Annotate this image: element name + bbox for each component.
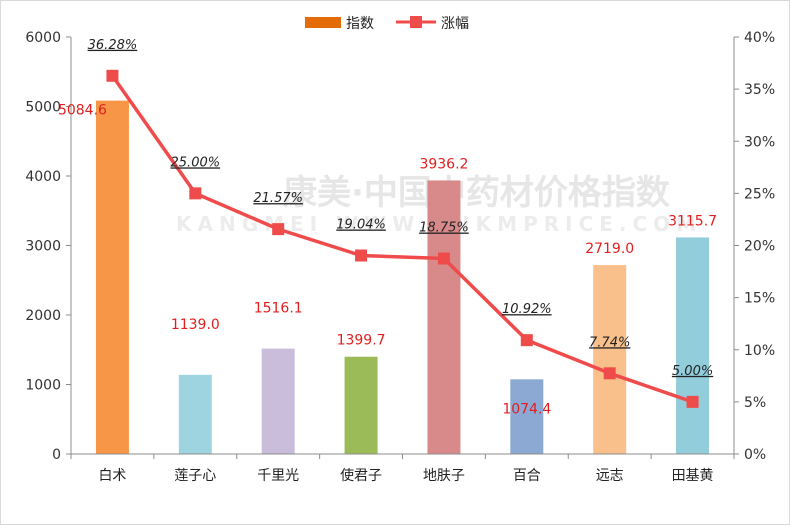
legend: 指数 涨幅 xyxy=(305,16,469,32)
left-tick-label: 1000 xyxy=(25,378,61,394)
right-tick-label: 15% xyxy=(744,291,775,307)
line-value-label: 5.00% xyxy=(672,364,713,379)
left-tick-label: 3000 xyxy=(25,239,61,255)
line-value-label: 7.74% xyxy=(589,335,630,350)
x-tick-label: 远志 xyxy=(596,468,624,484)
right-tick-label: 30% xyxy=(744,134,775,150)
labels: 5084.6 1139.0 1516.1 1399.7 3936.2 1074.4 2719… xyxy=(58,38,717,418)
left-tick-label: 4000 xyxy=(25,169,61,185)
legend-swatch-zhishu xyxy=(305,17,341,28)
bar-2 xyxy=(178,374,212,454)
line-point-4 xyxy=(355,249,368,262)
bar-8 xyxy=(676,237,710,454)
bar-value-label: 1399.7 xyxy=(337,333,386,349)
line-point-7 xyxy=(603,367,616,380)
line-series-zhangfu xyxy=(111,74,694,404)
x-tick-label: 莲子心 xyxy=(174,468,216,484)
line-point-5 xyxy=(437,252,450,265)
left-tick-label: 6000 xyxy=(25,30,61,46)
right-tick-label: 0% xyxy=(744,447,766,463)
line-value-label: 25.00% xyxy=(171,155,221,170)
line-point-3 xyxy=(272,223,285,236)
right-tick-label: 35% xyxy=(744,82,775,98)
line-point-2 xyxy=(189,187,202,200)
plot-bars xyxy=(95,100,710,455)
x-tick-label: 田基黄 xyxy=(672,467,714,484)
bar-3 xyxy=(261,348,295,454)
bar-value-label: 3936.2 xyxy=(419,156,468,172)
bar-value-label: 3115.7 xyxy=(668,213,717,229)
bar-5 xyxy=(427,180,461,455)
line-value-label: 36.28% xyxy=(88,38,138,53)
bar-6 xyxy=(510,379,544,454)
x-tick-label: 地肤子 xyxy=(423,468,465,484)
legend-marker-zhangfu xyxy=(410,16,422,28)
right-tick-label: 25% xyxy=(744,186,775,202)
left-tick-label: 2000 xyxy=(25,308,61,324)
bar-value-label: 5084.6 xyxy=(58,103,107,119)
bar-value-label: 1139.0 xyxy=(171,317,220,333)
line-point-8 xyxy=(686,395,699,408)
plot-line xyxy=(106,69,699,408)
legend-label-zhangfu: 涨幅 xyxy=(441,16,469,32)
line-value-label: 21.57% xyxy=(253,191,303,206)
right-tick-label: 10% xyxy=(744,343,775,359)
right-tick-label: 5% xyxy=(744,395,766,411)
x-tick-label: 百合 xyxy=(513,468,541,484)
x-tick-label: 白术 xyxy=(98,468,126,484)
line-point-6 xyxy=(520,334,533,347)
x-tick-label: 千里光 xyxy=(257,468,299,484)
watermark-line1: 康美·中国中药材价格指数 xyxy=(283,173,670,213)
bar-1 xyxy=(95,100,129,454)
x-tick-label: 使君子 xyxy=(340,467,382,484)
bar-value-label: 1516.1 xyxy=(254,301,303,317)
bar-7 xyxy=(593,265,627,454)
bar-value-label: 1074.4 xyxy=(502,401,551,417)
axes: 0 1000 2000 3000 4000 5000 6000 0% 5% 10% 15% 20% 25… xyxy=(25,30,775,484)
legend-label-zhishu: 指数 xyxy=(346,16,374,32)
line-value-label: 19.04% xyxy=(336,218,386,233)
right-tick-label: 20% xyxy=(744,239,775,255)
bar-4 xyxy=(344,356,378,454)
right-tick-label: 40% xyxy=(744,30,775,46)
line-value-label: 10.92% xyxy=(502,302,552,317)
line-value-label: 18.75% xyxy=(419,221,469,236)
bar-value-label: 2719.0 xyxy=(585,241,634,257)
left-tick-label: 5000 xyxy=(25,100,61,116)
left-tick-label: 0 xyxy=(52,447,61,463)
line-point-1 xyxy=(106,69,119,82)
